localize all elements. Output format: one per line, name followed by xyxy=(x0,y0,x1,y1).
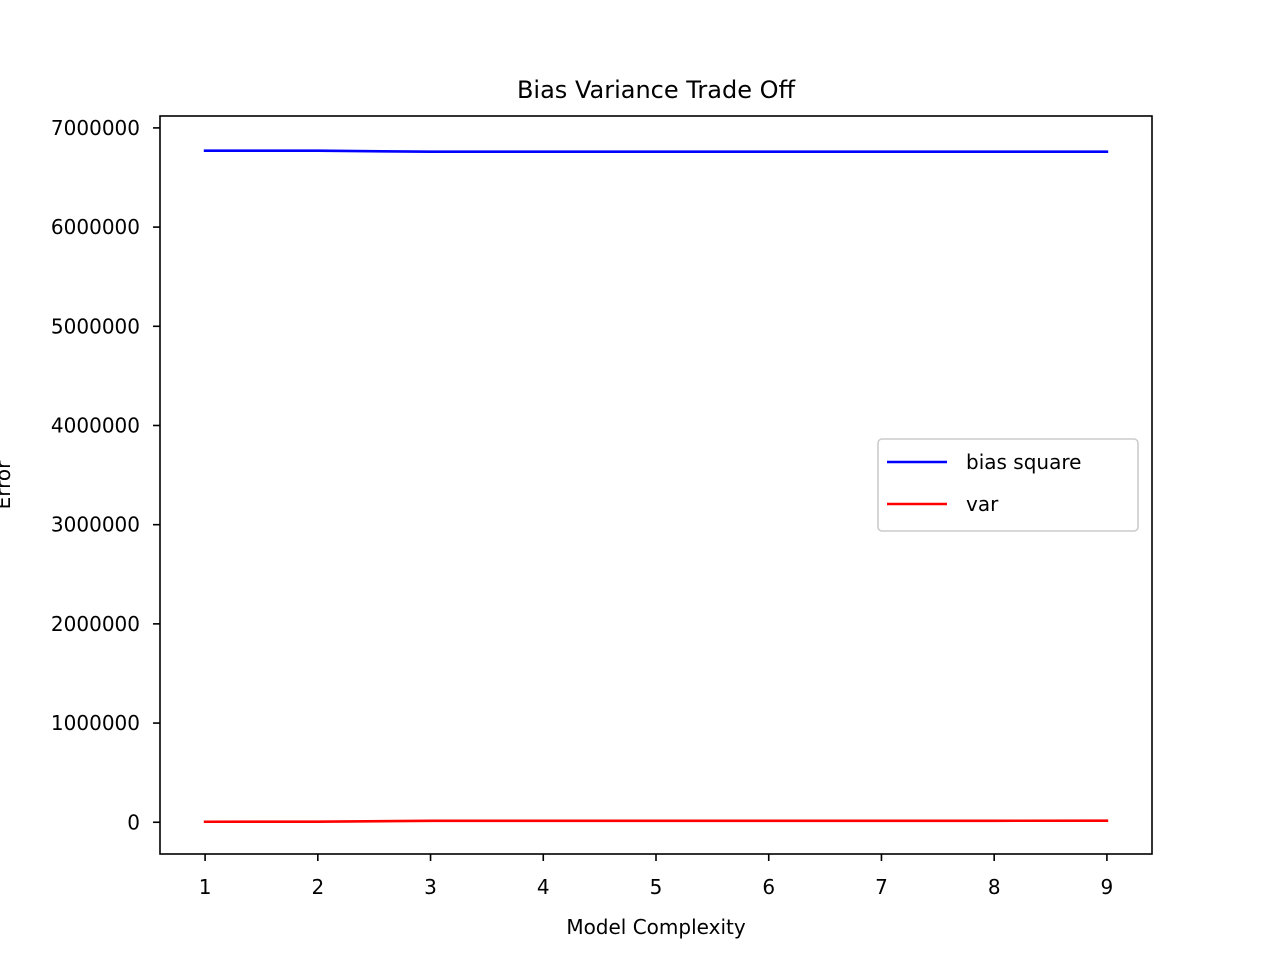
x-tick-label: 5 xyxy=(650,875,663,899)
y-tick-label: 6000000 xyxy=(51,215,140,239)
y-axis: 0 1000000 2000000 3000000 4000000 5000000 6000… xyxy=(51,116,160,834)
x-tick-label: 7 xyxy=(875,875,888,899)
x-tick-label: 2 xyxy=(311,875,324,899)
x-tick-label: 6 xyxy=(762,875,775,899)
y-tick-label: 0 xyxy=(127,810,140,834)
y-tick-label: 3000000 xyxy=(51,513,140,537)
y-tick-label: 4000000 xyxy=(51,413,140,437)
legend: bias square var xyxy=(877,438,1139,532)
y-tick-label: 5000000 xyxy=(51,314,140,338)
legend-label: var xyxy=(966,492,999,516)
y-tick-label: 2000000 xyxy=(51,612,140,636)
y-tick-label: 7000000 xyxy=(51,116,140,140)
y-axis-label: Error xyxy=(0,460,15,510)
series-line-var xyxy=(203,819,1109,824)
y-tick-label: 1000000 xyxy=(51,711,140,735)
legend-label: bias square xyxy=(966,450,1081,474)
x-tick-label: 9 xyxy=(1101,875,1114,899)
series-line-bias-square xyxy=(203,149,1109,154)
x-axis: 1 2 3 4 5 6 7 8 9 xyxy=(199,854,1114,899)
x-tick-label: 3 xyxy=(424,875,437,899)
series-group xyxy=(203,149,1109,824)
x-tick-label: 4 xyxy=(537,875,550,899)
chart-title: Bias Variance Trade Off xyxy=(517,76,796,104)
x-axis-label: Model Complexity xyxy=(566,915,746,939)
x-tick-label: 1 xyxy=(199,875,212,899)
x-tick-label: 8 xyxy=(988,875,1001,899)
